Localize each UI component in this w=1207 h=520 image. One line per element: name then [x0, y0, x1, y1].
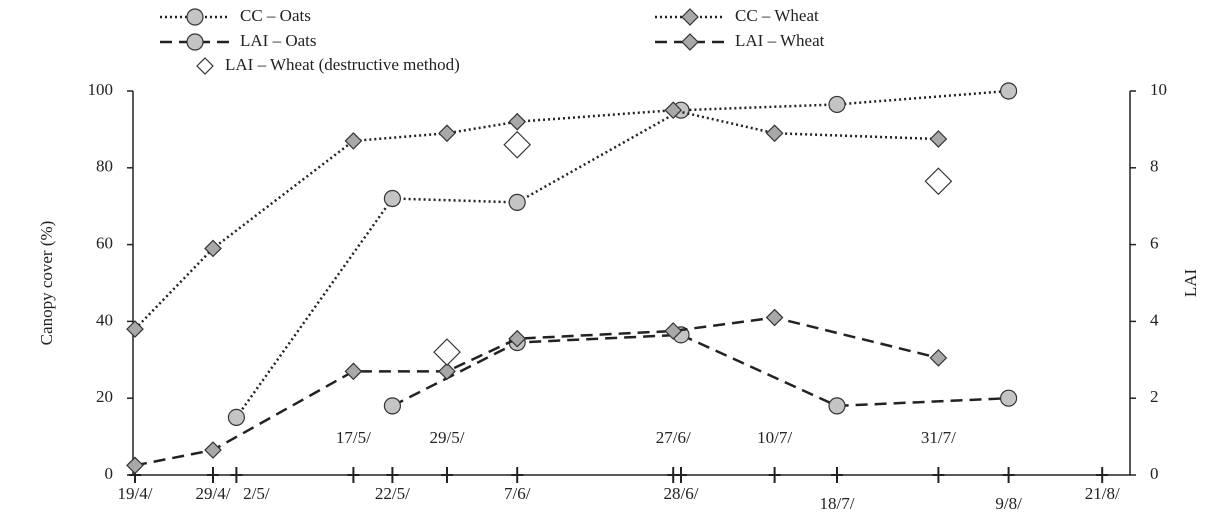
marker: [508, 329, 527, 348]
marker: [383, 189, 401, 208]
x-tick-label: 18/7/: [820, 494, 855, 513]
marker: [433, 338, 461, 366]
series-line: [134, 316, 939, 467]
x-tick-label: 21/8/: [1085, 484, 1120, 503]
marker: [924, 167, 953, 196]
marker: [999, 389, 1018, 407]
y2-tick-label: 0: [1150, 464, 1159, 483]
y2-tick-label: 4: [1150, 310, 1159, 329]
y2-tick-label: 2: [1150, 387, 1159, 406]
y-tick-label: 0: [105, 464, 114, 483]
marker: [227, 408, 245, 426]
marker: [508, 193, 526, 211]
marker: [344, 362, 363, 381]
marker: [438, 124, 456, 143]
y2-tick-label: 8: [1150, 157, 1159, 176]
marker: [383, 397, 401, 415]
marker: [929, 130, 948, 148]
legend-marker: [681, 8, 699, 26]
x-tick-label: 31/7/: [921, 428, 956, 447]
marker: [828, 397, 846, 415]
y-tick-label: 60: [96, 234, 113, 253]
series-line: [235, 89, 1009, 419]
legend-label: LAI – Wheat (destructive method): [225, 55, 460, 74]
x-tick-label: 19/4/: [118, 484, 153, 503]
legend-label: LAI – Oats: [240, 31, 316, 50]
marker: [126, 320, 144, 338]
x-tick-label: 17/5/: [336, 428, 371, 447]
x-tick-label: 28/6/: [664, 484, 699, 503]
x-tick-label: 29/4/: [196, 484, 231, 503]
y-tick-label: 40: [96, 310, 113, 329]
marker: [438, 362, 456, 381]
marker: [204, 239, 222, 258]
marker: [126, 456, 144, 475]
x-tick-label: 29/5/: [430, 428, 465, 447]
marker: [503, 130, 532, 159]
marker: [765, 124, 784, 143]
marker: [664, 101, 683, 120]
y-tick-label: 100: [88, 80, 114, 99]
series-line: [391, 333, 1009, 408]
marker: [204, 441, 222, 459]
x-tick-label: 9/8/: [995, 494, 1022, 513]
x-tick-label: 10/7/: [757, 428, 792, 447]
marker: [999, 82, 1018, 100]
legend-marker: [196, 57, 214, 75]
x-tick-label: 27/6/: [656, 428, 691, 447]
legend-marker: [186, 8, 204, 26]
y2-tick-label: 10: [1150, 80, 1167, 99]
x-tick-label: 22/5/: [375, 484, 410, 503]
marker: [828, 95, 846, 114]
y-axis-label: Canopy cover (%): [37, 221, 56, 346]
legend-label: CC – Oats: [240, 6, 311, 25]
legend-label: LAI – Wheat: [735, 31, 825, 50]
y-tick-label: 20: [96, 387, 113, 406]
legend-marker: [186, 33, 204, 51]
y-tick-label: 80: [96, 157, 113, 176]
series-line: [134, 108, 939, 330]
marker: [664, 322, 683, 340]
legend-label: CC – Wheat: [735, 6, 819, 25]
marker: [344, 132, 363, 150]
x-tick-label: 7/6/: [504, 484, 531, 503]
marker: [508, 112, 527, 131]
x-tick-label: 2/5/: [243, 484, 270, 503]
legend-marker: [681, 33, 699, 51]
marker: [765, 308, 784, 327]
y2-tick-label: 6: [1150, 234, 1159, 253]
y2-axis-label: LAI: [1181, 269, 1200, 298]
marker: [929, 349, 948, 367]
